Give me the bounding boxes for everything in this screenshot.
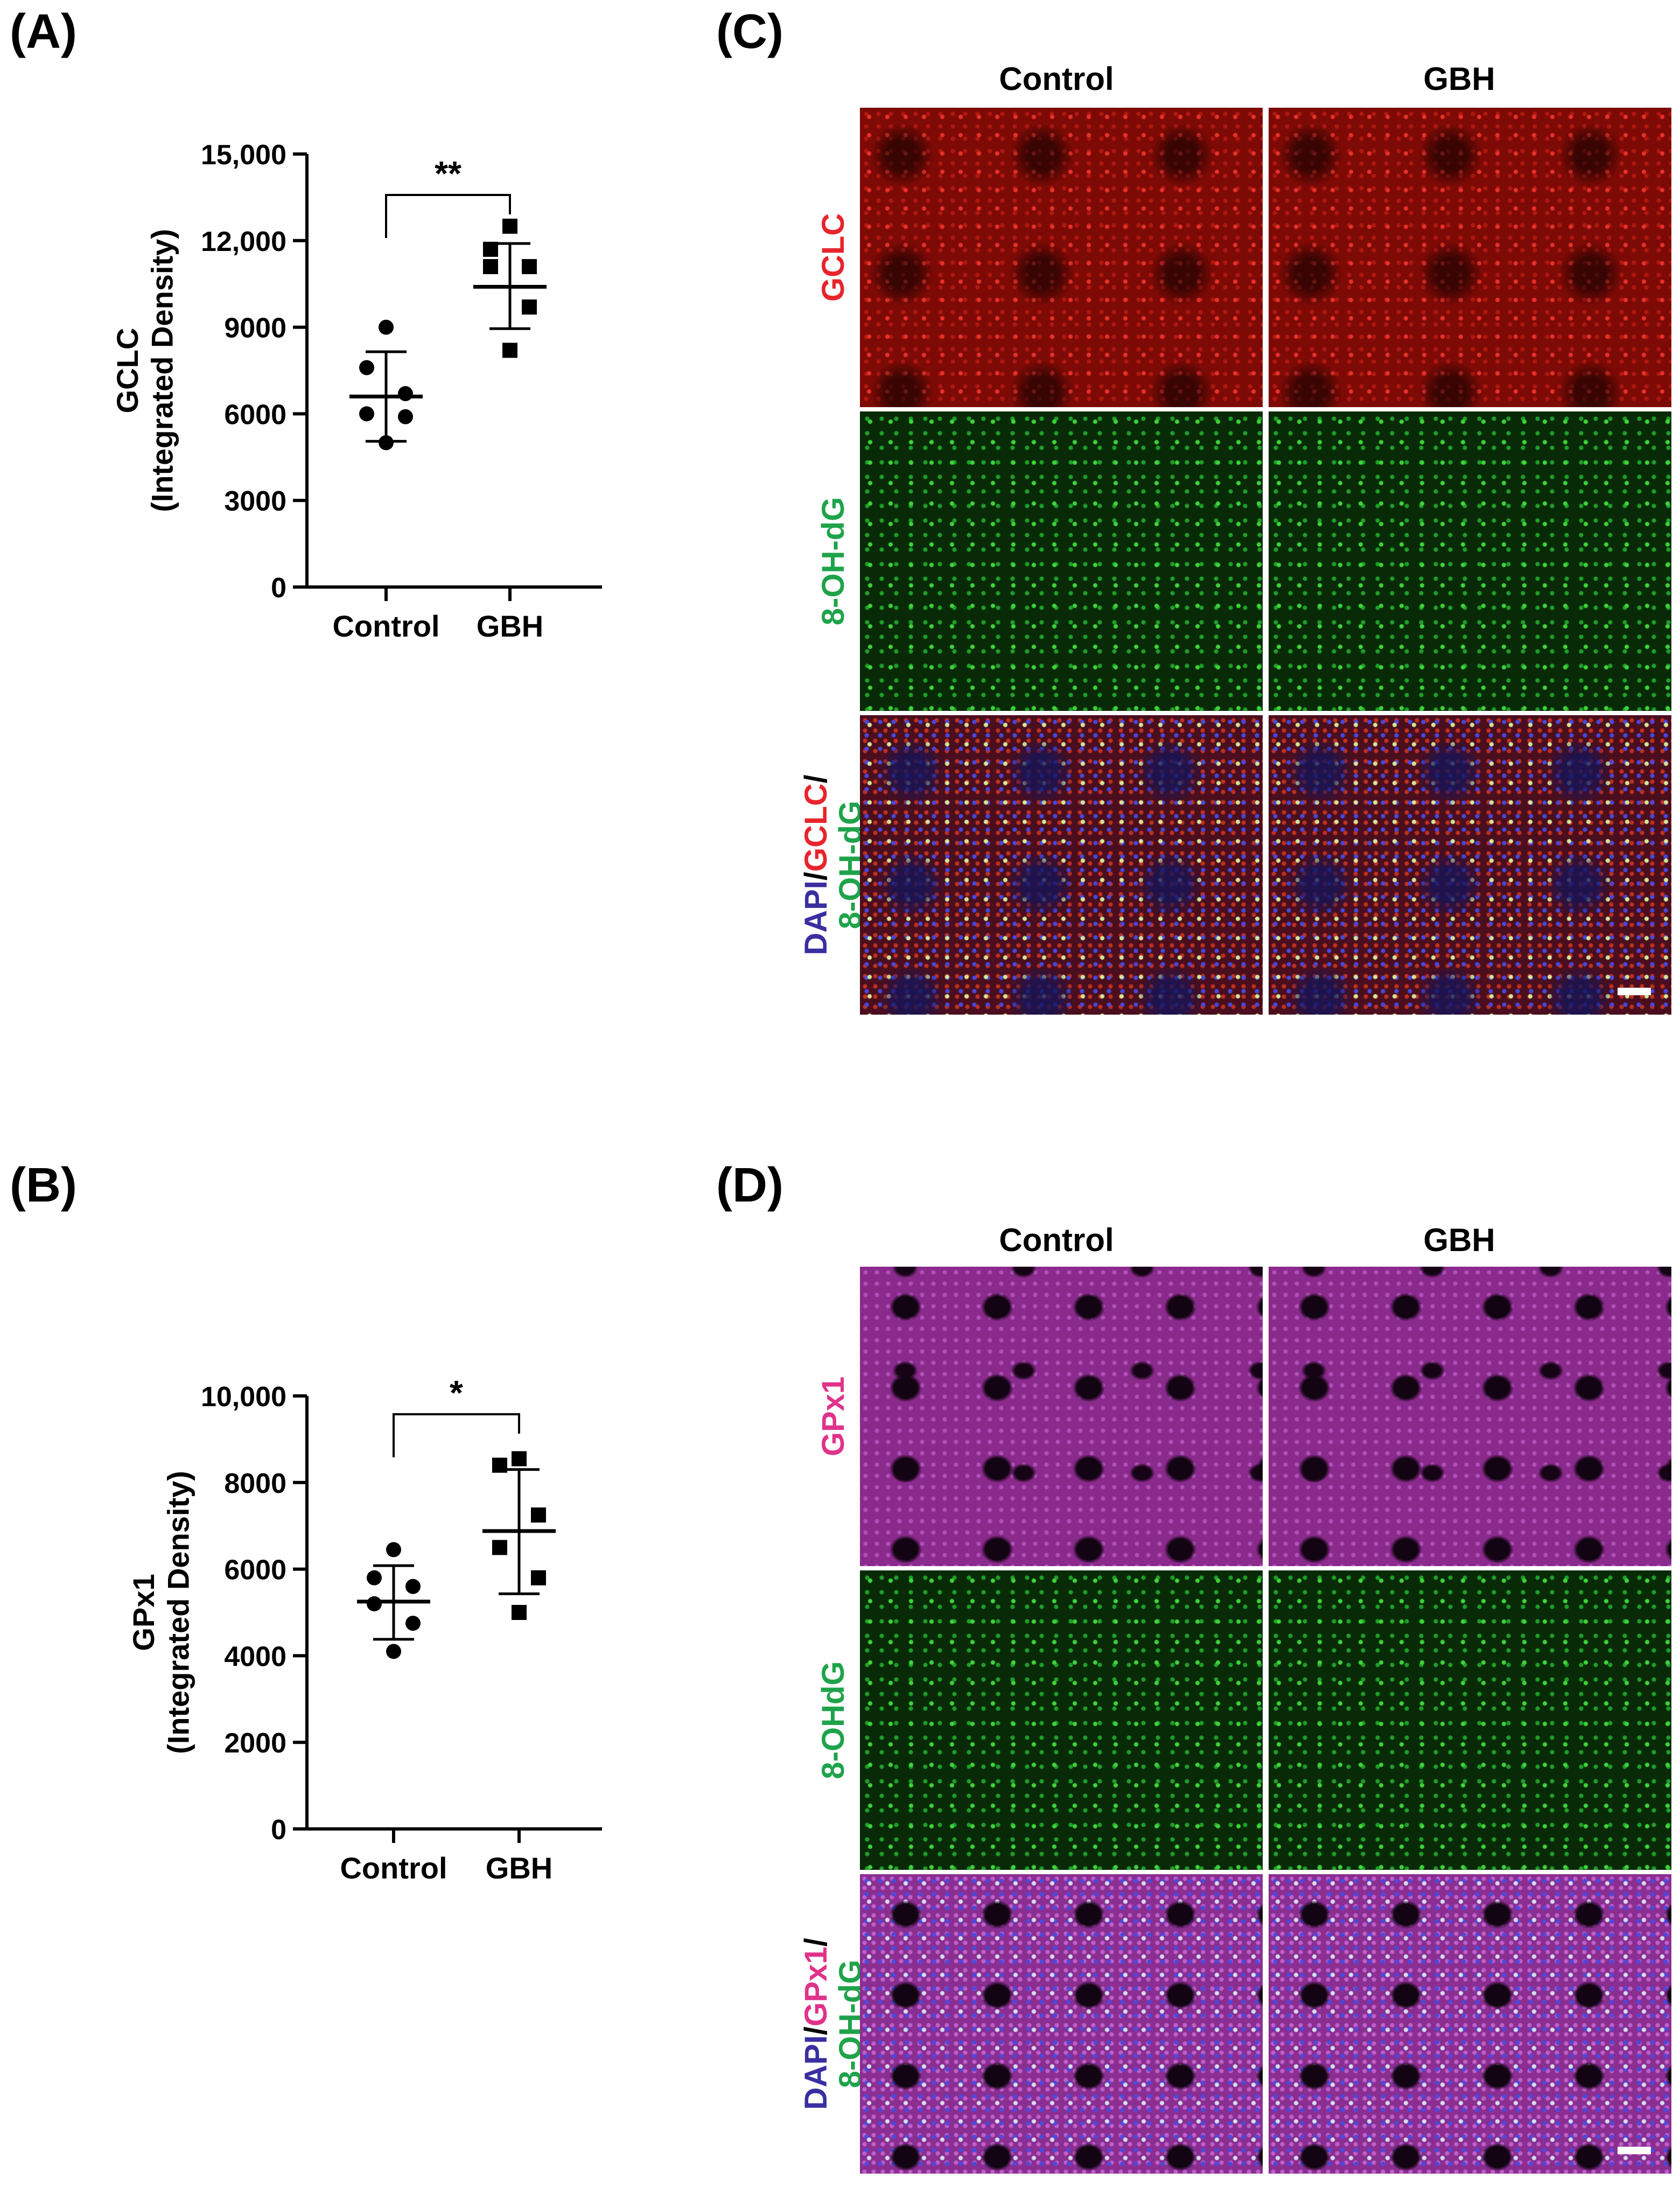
chart-a-significance-bracket [385, 194, 511, 238]
chart-a-ytick-label: 9000 [224, 313, 286, 344]
chart-a-ytick-label: 0 [271, 572, 286, 604]
panel-d-row-label-segment: GPx1 [816, 1376, 851, 1457]
chart-b-ytick-label: 2000 [224, 1728, 286, 1759]
chart-a-ytick-label: 3000 [224, 486, 286, 517]
chart-a-point-control [379, 435, 394, 450]
panel-c-row-label-3: DAPI/GCLC/8-OH-dG [799, 774, 868, 955]
panel-d-image-merge-magenta-control [860, 1874, 1263, 2174]
chart-b-point-gbh [531, 1570, 546, 1586]
panel-c-row-label-segment: / [799, 871, 834, 881]
panel-c-row-label-1: GCLC [816, 213, 851, 302]
chart-b-point-control [367, 1596, 382, 1611]
chart-b-ylabel: GPx1(Integrated Density) [127, 1471, 195, 1754]
chart-a-point-control [398, 386, 413, 401]
panel-d-row-label-2: 8-OHdG [816, 1661, 851, 1779]
panel-c-row-label-segment: GCLC [799, 783, 834, 872]
panel-c-row-label-segment: GCLC [816, 213, 851, 302]
chart-a-ytick-label: 15,000 [201, 139, 286, 171]
panel-d-header-gbh: GBH [1423, 1222, 1495, 1258]
chart-b-ytick-label: 10,000 [201, 1381, 286, 1413]
chart-a-xtick-label-gbh: GBH [477, 609, 543, 643]
chart-b-point-control [386, 1542, 401, 1558]
chart-a-significance-label: ** [435, 154, 461, 193]
panel-c-header-control: Control [999, 61, 1114, 97]
chart-b-xtick-label-gbh: GBH [486, 1851, 552, 1885]
panel-d-image-green-gbh [1269, 1570, 1671, 1870]
chart-a-point-control [359, 360, 374, 375]
chart-a-point-gbh [502, 219, 517, 234]
chart-a-point-control [398, 409, 413, 424]
chart-a-point-control [379, 319, 394, 335]
panel-c-image-merge-red-gbh [1269, 715, 1671, 1015]
chart-a-ylabel: GCLC(Integrated Density) [110, 229, 179, 512]
chart-a-point-control [359, 406, 374, 422]
panel-d-row-label-segment: / [799, 2026, 834, 2035]
chart-a-ytick-label: 6000 [224, 399, 286, 430]
chart-b-xtick-label-control: Control [340, 1851, 447, 1885]
chart-a-point-gbh [522, 259, 537, 275]
chart-b-point-gbh [531, 1507, 546, 1523]
panel-d-row-label-segment: 8-OHdG [816, 1661, 851, 1779]
panel-c-image-green-gbh [1269, 411, 1671, 711]
chart-b-point-control [386, 1644, 401, 1659]
panel-d-image-merge-magenta-gbh [1269, 1874, 1671, 2174]
panel-d-row-label-segment: DAPI [799, 2035, 834, 2110]
chart-a-xtick-label-control: Control [332, 609, 439, 643]
panel-d-header-control: Control [999, 1222, 1114, 1258]
panel-d-row-label-segment: GPx1 [799, 1946, 834, 2027]
chart-b-point-control [405, 1579, 421, 1594]
panel-letter-c: (C) [716, 5, 783, 59]
panel-c-row-label-segment: 8-OH-dG [816, 497, 851, 626]
panel-d-row-label-1: GPx1 [816, 1377, 851, 1456]
panel-letter-a: (A) [10, 5, 77, 59]
chart-b-point-gbh [492, 1457, 507, 1473]
panel-c-row-label-segment: / [799, 774, 834, 784]
chart-b-significance-label: * [450, 1373, 463, 1412]
chart-b-point-gbh [492, 1540, 507, 1555]
panel-c-header-gbh: GBH [1423, 61, 1495, 97]
chart-b-ytick-label: 6000 [224, 1555, 286, 1586]
panel-d-image-green-control [860, 1570, 1263, 1870]
chart-b-ytick-label: 0 [271, 1814, 286, 1846]
chart-b-point-control [405, 1616, 421, 1631]
panel-d-image-magenta-control [860, 1267, 1263, 1566]
panel-d-row-label-segment: / [799, 1938, 834, 1947]
chart-a-point-gbh [502, 343, 517, 358]
chart-a-point-gbh [522, 299, 537, 315]
panel-c-row-label-segment: DAPI [799, 881, 834, 955]
chart-b-ytick-label: 4000 [224, 1641, 286, 1672]
panel-d-image-magenta-gbh [1269, 1267, 1671, 1566]
panel-letter-d: (D) [716, 1158, 783, 1212]
panel-d-row-label-3: DAPI/GPx1/8-OH-dG [799, 1938, 868, 2110]
chart-b-point-control [367, 1570, 382, 1586]
panel-c-row-label-2: 8-OH-dG [816, 497, 851, 625]
chart-b-ytick-label: 8000 [224, 1468, 286, 1499]
panel-c-image-merge-red-control [860, 715, 1263, 1015]
panel-c-image-green-control [860, 411, 1263, 711]
chart-b-significance-bracket [393, 1413, 520, 1457]
panel-d-scale-bar [1618, 2147, 1651, 2154]
panel-c-scale-bar [1618, 988, 1651, 995]
chart-b-point-gbh [512, 1605, 527, 1620]
panel-letter-b: (B) [10, 1158, 77, 1212]
chart-a-point-gbh [483, 241, 498, 257]
chart-a-point-gbh [483, 259, 498, 275]
chart-a-ytick-label: 12,000 [201, 226, 286, 257]
panel-c-image-red-gbh [1269, 108, 1671, 407]
panel-c-image-red-control [860, 108, 1263, 407]
chart-b-point-gbh [512, 1451, 527, 1466]
